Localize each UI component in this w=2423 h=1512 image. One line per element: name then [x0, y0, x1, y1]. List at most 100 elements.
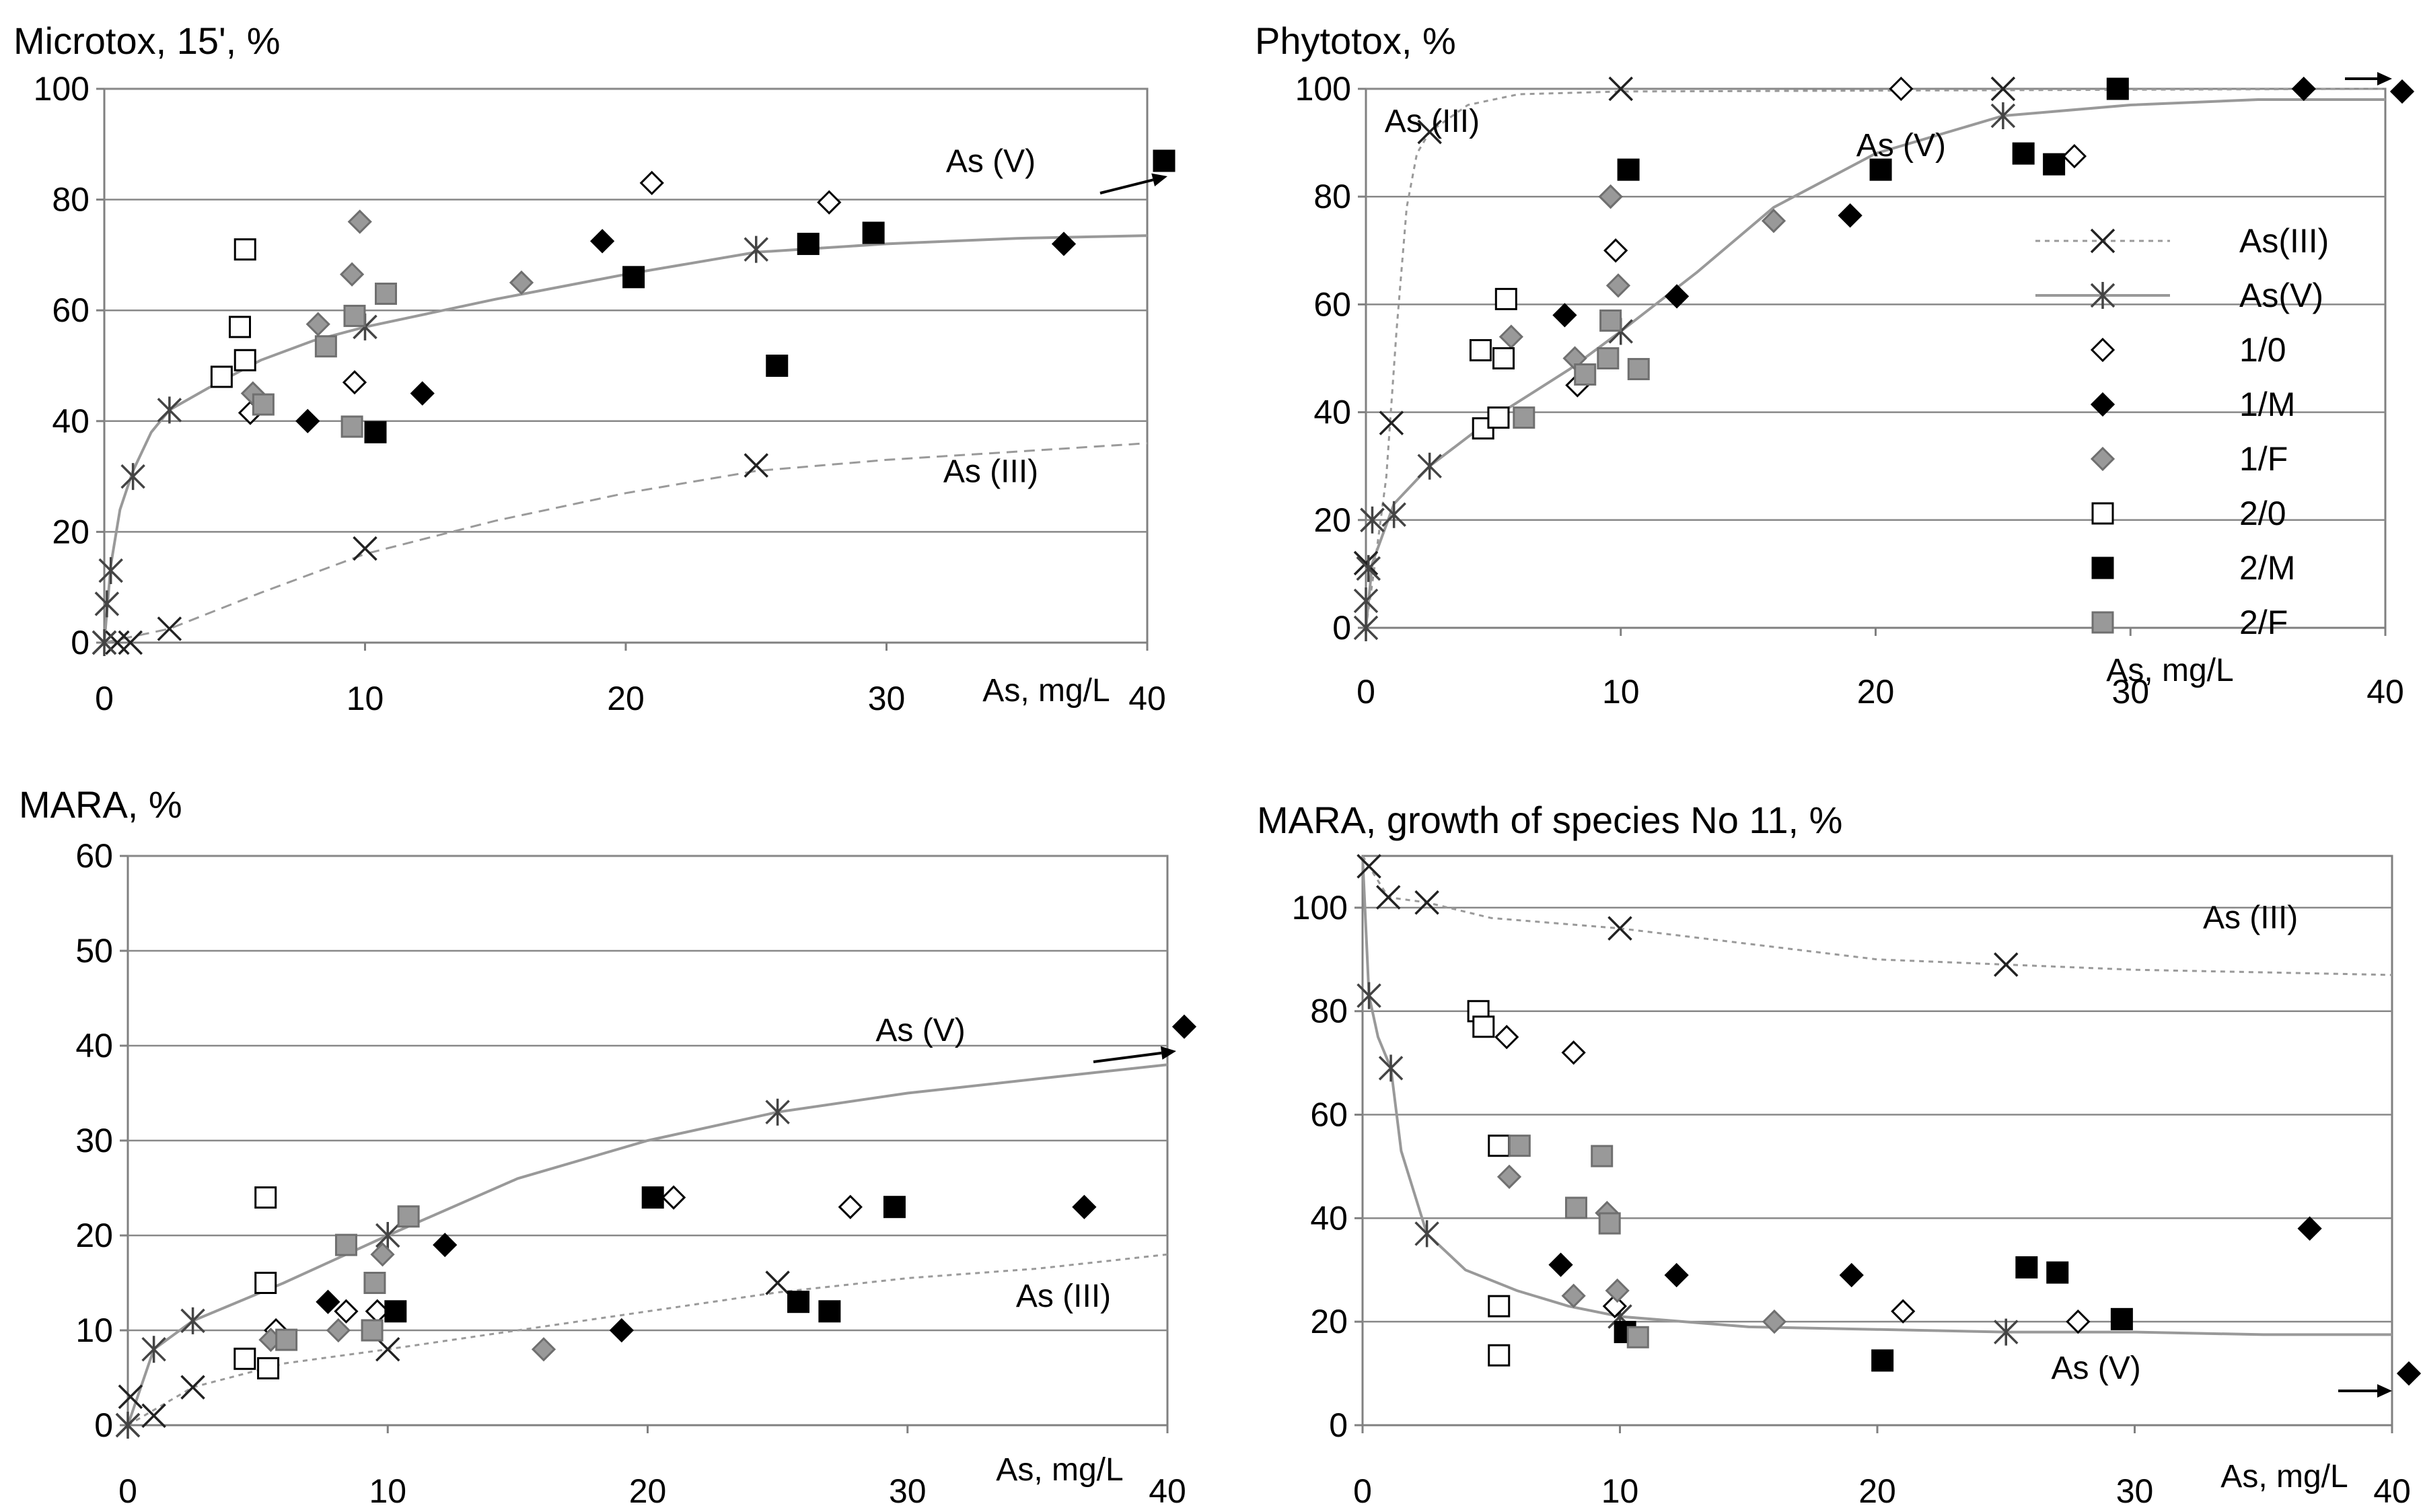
point-asv [1417, 452, 1442, 480]
point-2m [384, 1300, 407, 1323]
point-10 [1603, 238, 1628, 263]
point-1f [531, 1337, 556, 1362]
y-tick-label: 40 [52, 402, 89, 440]
panel-mara-species-11: 0 20 40 60 80 100 0 10 20 30 40 MARA, growth of spe… [1257, 799, 2422, 1510]
point-20 [233, 1347, 256, 1370]
point-asv [120, 463, 145, 491]
point-2m [818, 1300, 841, 1323]
point-1f [1498, 324, 1524, 349]
point-2m [1869, 158, 1892, 181]
curve-annotation: As (III) [2203, 900, 2298, 936]
point-asiii [353, 536, 377, 561]
point-2f [343, 304, 366, 327]
x-tick-label: 10 [1602, 673, 1640, 711]
legend-label: As(III) [2239, 222, 2329, 260]
point-asv [157, 396, 182, 424]
point-10 [639, 170, 664, 196]
as3-fit-curve [1361, 855, 2393, 976]
legend-label: As(V) [2239, 277, 2323, 314]
point-2f [334, 1233, 357, 1256]
point-2f [397, 1205, 420, 1228]
x-tick-label: 10 [1601, 1472, 1639, 1510]
point-1f [370, 1242, 395, 1267]
point-10 [334, 1299, 359, 1324]
curve-annotation: As (III) [1385, 104, 1480, 139]
y-tick-label: 80 [52, 181, 89, 219]
as3-fit-curve [127, 1253, 1168, 1427]
point-1f [1605, 1278, 1630, 1303]
point-20 [1494, 287, 1517, 310]
y-tick-label: 100 [1295, 70, 1351, 108]
point-2m [1617, 158, 1640, 181]
y-tick-label: 100 [1292, 889, 1348, 927]
point-1m [433, 1232, 458, 1258]
point-1f [1561, 1283, 1586, 1308]
point-2f [1591, 1145, 1614, 1167]
point-asv [141, 1336, 166, 1363]
curve-annotation: As (V) [875, 1013, 965, 1048]
point-asv [1353, 587, 1379, 614]
chart-title: Phytotox, % [1255, 20, 1456, 62]
y-tick-label: 80 [1313, 178, 1351, 215]
point-20 [254, 1272, 277, 1294]
panel-phytotox: 0 20 40 60 80 100 0 10 20 30 40 Phytotox, % As, mg/L… [1255, 20, 2415, 711]
y-tick-label: 0 [94, 1406, 113, 1444]
point-10 [817, 190, 842, 215]
point-1f [1762, 1309, 1787, 1334]
point-20 [1488, 1135, 1511, 1157]
x-tick-label: 20 [1857, 673, 1895, 711]
point-20 [1488, 1344, 1511, 1367]
point-2f [363, 1272, 386, 1294]
x-tick-label: 0 [118, 1472, 137, 1510]
point-2f [361, 1319, 384, 1342]
point-1f [340, 262, 365, 287]
x-tick-label: 20 [629, 1472, 667, 1510]
off-scale-arrowhead [1151, 173, 1167, 187]
point-asiii [375, 1336, 400, 1362]
legend-marker [2091, 556, 2114, 579]
point-1m [590, 229, 615, 254]
x-tick-label: 10 [347, 680, 384, 717]
point-2m [641, 1186, 664, 1209]
point-asiii [1417, 119, 1442, 145]
point-10 [1494, 1025, 1519, 1050]
point-asv [1378, 1054, 1404, 1082]
point-10 [2066, 1309, 2091, 1334]
x-tick-label: 20 [607, 680, 645, 717]
point-asiii [1608, 76, 1633, 102]
point-10 [342, 370, 367, 395]
point-10 [1889, 76, 1914, 102]
point-1f [1496, 1164, 1522, 1189]
point-10 [661, 1185, 686, 1210]
point-20 [210, 365, 233, 388]
point-20 [257, 1357, 280, 1379]
point-asv [1990, 102, 2016, 130]
point-2f [1626, 1326, 1649, 1348]
point-20 [1488, 1295, 1511, 1318]
point-10 [1891, 1299, 1916, 1324]
as5-fit-curve [103, 234, 1148, 643]
point-1m [2396, 1361, 2422, 1386]
point-1f [326, 1318, 351, 1343]
point-20 [1492, 347, 1515, 369]
x-axis-label: As, mg/L [982, 673, 1110, 709]
x-tick-label: 40 [2373, 1472, 2411, 1510]
point-asiii [105, 630, 130, 655]
point-asv [1356, 554, 1381, 582]
legend-label: 1/M [2239, 386, 2295, 423]
point-1m [2389, 79, 2415, 104]
chart-title: MARA, growth of species No 11, % [1257, 799, 1842, 841]
point-20 [1469, 338, 1492, 361]
y-tick-label: 40 [1310, 1199, 1348, 1237]
point-1f [347, 209, 372, 234]
legend-marker [2090, 228, 2115, 254]
point-asiii [1357, 854, 1381, 879]
point-2f [1574, 363, 1597, 386]
x-tick-label: 30 [2111, 673, 2149, 711]
y-tick-label: 0 [1332, 609, 1351, 647]
as3-fit-curve [1365, 87, 2386, 628]
point-2m [862, 221, 885, 244]
y-tick-label: 40 [1313, 394, 1351, 431]
point-asiii [1376, 885, 1401, 910]
point-2m [622, 266, 645, 289]
